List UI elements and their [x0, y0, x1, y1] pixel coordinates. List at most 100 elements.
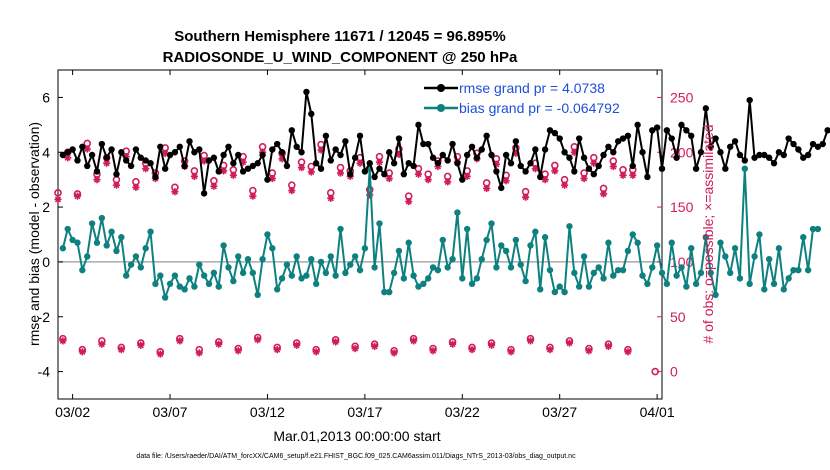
- rmse-point: [575, 135, 583, 142]
- bias-point: [186, 275, 193, 282]
- bias-point: [347, 261, 354, 268]
- rmse-point: [775, 149, 783, 156]
- data-file-footnote: data file: /Users/raeder/DAI/ATM_forcXX/…: [136, 453, 576, 460]
- bias-point: [322, 269, 330, 277]
- bias-point: [84, 253, 91, 260]
- rmse-point: [522, 168, 529, 175]
- star-stroke: [313, 348, 320, 355]
- bias-point: [741, 165, 749, 172]
- bias-point: [215, 283, 222, 290]
- rmse-point: [624, 132, 632, 139]
- bias-point: [64, 225, 71, 233]
- star-stroke: [444, 178, 451, 185]
- y-left-tick-label: 4: [42, 144, 50, 160]
- rmse-point: [454, 160, 461, 167]
- rmse-point: [361, 168, 369, 175]
- bias-point: [244, 255, 252, 263]
- bias-point: [196, 261, 203, 268]
- rmse-point: [196, 146, 203, 153]
- star-stroke: [624, 348, 631, 355]
- star-stroke: [522, 194, 529, 201]
- star-stroke: [210, 183, 217, 190]
- rmse-point: [113, 170, 120, 178]
- star-stroke: [196, 349, 203, 357]
- rmse-point: [800, 154, 807, 161]
- y-axis-right-label: # of obs: o=possible; ×=assimilated: [700, 124, 716, 343]
- rmse-point: [147, 160, 154, 167]
- bias-point: [658, 269, 666, 277]
- bias-point: [478, 255, 485, 263]
- bias-point: [225, 264, 232, 271]
- rmse-point: [205, 157, 213, 164]
- bias-point: [551, 288, 559, 296]
- bias-point: [566, 223, 573, 230]
- bias-point: [537, 286, 544, 293]
- rmse-point: [688, 132, 695, 139]
- star-stroke: [84, 145, 91, 153]
- obs-assimilated-marker: [137, 341, 145, 349]
- rmse-point: [273, 140, 281, 148]
- bias-point: [605, 239, 612, 246]
- bias-point: [327, 253, 334, 260]
- rmse-point: [132, 146, 140, 153]
- plot-frame: [57, 69, 663, 400]
- bias-point: [541, 234, 549, 241]
- rmse-point: [722, 165, 729, 172]
- bias-point: [673, 272, 680, 279]
- obs-assimilated-marker: [507, 348, 515, 356]
- rmse-point: [824, 127, 830, 134]
- bias-point: [585, 283, 593, 290]
- obs-possible-marker: [651, 367, 659, 376]
- rmse-point: [434, 160, 442, 167]
- y-right-tick-label: 150: [670, 199, 694, 215]
- rmse-point: [157, 143, 164, 150]
- rmse-point: [303, 88, 310, 96]
- x-tick-label: 04/01: [640, 404, 675, 420]
- rmse-point: [127, 162, 135, 170]
- legend: rmse grand pr = 4.0738 bias grand pr = -…: [424, 80, 620, 116]
- rmse-point: [366, 160, 373, 167]
- bias-point: [668, 239, 675, 246]
- obs-assimilated-marker: [156, 350, 164, 358]
- star-stroke: [483, 185, 490, 192]
- star-stroke: [532, 165, 539, 172]
- rmse-point: [74, 157, 81, 164]
- rmse-point: [327, 157, 334, 164]
- star-stroke: [561, 182, 568, 189]
- rmse-point: [488, 151, 495, 159]
- obs-assimilated-marker: [98, 340, 106, 348]
- rmse-point: [697, 149, 705, 156]
- rmse-point: [59, 151, 67, 159]
- star-stroke: [619, 172, 627, 179]
- star-stroke: [113, 182, 120, 189]
- chart-title-line2: RADIOSONDE_U_WIND_COMPONENT @ 250 hPa: [163, 49, 518, 66]
- obs-assimilated-marker: [268, 174, 276, 183]
- x-axis-label: Mar.01,2013 00:00:00 start: [273, 428, 440, 444]
- rmse-point: [278, 149, 286, 156]
- obs-assimilated-marker: [375, 158, 384, 166]
- bias-point: [746, 280, 753, 288]
- star-stroke: [132, 184, 140, 191]
- legend-bias-label: bias grand pr = -0.064792: [459, 100, 620, 116]
- rmse-point: [283, 162, 291, 170]
- bias-point: [283, 261, 291, 268]
- obs-assimilated-marker: [414, 170, 423, 178]
- obs-assimilated-marker: [93, 176, 101, 184]
- star-stroke: [410, 337, 417, 344]
- star-stroke: [542, 176, 549, 183]
- rmse-point: [532, 146, 539, 153]
- bias-point: [429, 264, 437, 271]
- rmse-point: [415, 121, 422, 129]
- rmse-point: [269, 146, 276, 153]
- rmse-point: [731, 138, 739, 145]
- rmse-point: [463, 151, 471, 159]
- obs-assimilated-marker: [132, 183, 140, 191]
- rmse-point: [191, 149, 198, 156]
- legend-rmse-label: rmse grand pr = 4.0738: [459, 80, 605, 96]
- obs-assimilated-marker: [54, 195, 62, 204]
- star-stroke: [546, 346, 554, 353]
- star-stroke: [103, 160, 110, 167]
- rmse-point: [600, 151, 607, 159]
- rmse-point: [342, 138, 349, 145]
- rmse-point: [161, 165, 169, 172]
